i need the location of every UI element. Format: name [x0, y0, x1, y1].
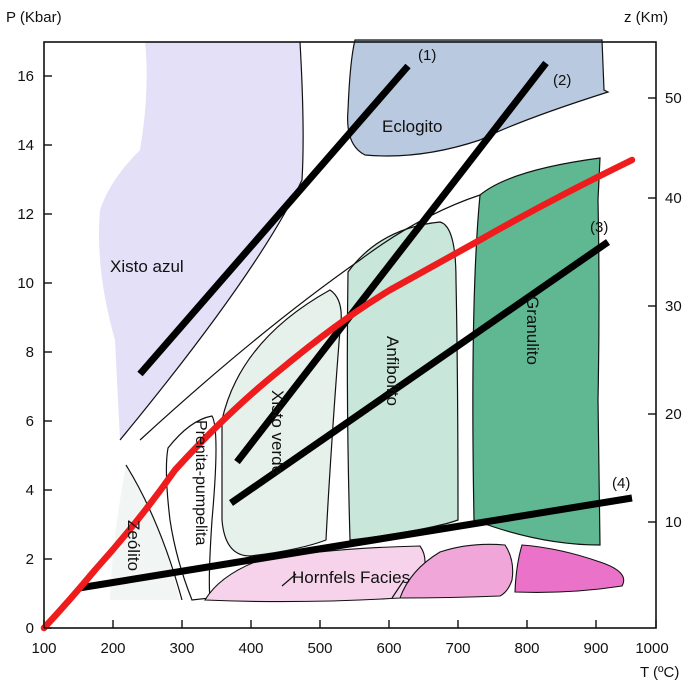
zeolite-field: [110, 465, 180, 600]
zeolite-boundary: [125, 464, 183, 601]
x-tick-label: 300: [169, 640, 194, 657]
y-tick-label: 8: [26, 344, 34, 361]
label-blueschist: Xisto azul: [110, 257, 184, 276]
line-tag-4: (4): [612, 475, 630, 492]
geotherm-curve: [40, 156, 636, 632]
blueschist-lower-boundary: [139, 194, 481, 441]
geothermal-gradients: [78, 60, 633, 592]
right-axis-title: z (Km): [624, 9, 668, 26]
left-axis-title: P (Kbar): [6, 9, 62, 26]
hornfels-tick-1: [281, 573, 297, 587]
gradient-line-4: [78, 494, 633, 592]
x-tick-label: 900: [583, 640, 608, 657]
x-tick-labels: 100 200 300 400 500 600 700 800 900 1000: [31, 640, 668, 657]
x-tick-label: 800: [514, 640, 539, 657]
z-tick-label: 20: [665, 406, 682, 423]
x-tick-label: 700: [445, 640, 470, 657]
x-tick-label: 1000: [635, 640, 668, 657]
axis-ticks: [43, 75, 657, 629]
label-prehnite-pumpellyite: Prenita-pumpelita: [192, 420, 209, 546]
y-tick-label: 2: [26, 551, 34, 568]
bottom-axis-title: T (ºC): [640, 664, 679, 681]
line-tag-3: (3): [590, 219, 608, 236]
y-tick-label: 12: [17, 206, 34, 223]
x-tick-label: 200: [100, 640, 125, 657]
gradient-line-3: [229, 239, 610, 506]
label-zeolite: Zeólito: [124, 520, 143, 571]
y-tick-label: 10: [17, 275, 34, 292]
gradient-line-1: [137, 63, 411, 377]
y-tick-label: 6: [26, 413, 34, 430]
hornfels-field-mid: [399, 543, 514, 599]
z-tick-label: 10: [665, 514, 682, 531]
eclogite-field: [347, 39, 610, 157]
z-tick-label: 50: [665, 90, 682, 107]
z-tick-label: 40: [665, 190, 682, 207]
z-tick-labels: 10 20 30 40 50: [665, 90, 682, 531]
label-greenschist: Xisto verde: [268, 390, 287, 475]
y-tick-label: 4: [26, 482, 34, 499]
line-tag-2: (2): [553, 72, 571, 89]
gradient-line-2: [234, 60, 549, 465]
y-tick-label: 0: [26, 620, 34, 637]
z-tick-label: 30: [665, 298, 682, 315]
label-hornfels: Hornfels Facies: [292, 568, 410, 587]
y-tick-labels: 0 2 4 6 8 10 12 14 16: [17, 68, 34, 637]
line-tag-1: (1): [418, 47, 436, 64]
label-eclogite: Eclogito: [382, 117, 442, 136]
plot-frame: [43, 41, 657, 629]
label-amphibolite: Anfibolito: [383, 336, 402, 406]
hornfels-tick-2: [391, 579, 405, 599]
x-tick-label: 400: [238, 640, 263, 657]
x-tick-label: 100: [31, 640, 56, 657]
label-granulite: Granulito: [523, 296, 542, 365]
hornfels-field-high: [514, 544, 625, 593]
x-tick-label: 500: [307, 640, 332, 657]
y-tick-label: 14: [17, 137, 34, 154]
granulite-field: [472, 157, 601, 546]
blueschist-field: [99, 42, 304, 440]
x-tick-label: 600: [376, 640, 401, 657]
y-tick-label: 16: [17, 68, 34, 85]
